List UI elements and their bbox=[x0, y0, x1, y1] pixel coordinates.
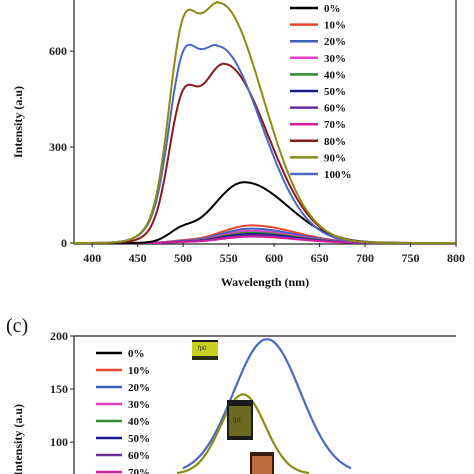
curve-100pct bbox=[182, 338, 352, 470]
legend-label: 90% bbox=[324, 152, 346, 164]
vial-label-1: fp0 bbox=[198, 346, 207, 352]
x-tick-label: 800 bbox=[447, 251, 465, 265]
top-plot-frame bbox=[73, 0, 457, 245]
series-line-80pct bbox=[74, 62, 456, 244]
top-y-ticks: 0 300 600 bbox=[49, 44, 74, 250]
top-legend: 0% 10% 20% 30% 40% 50% 60% 70% 80% 90% 100% bbox=[290, 3, 352, 181]
x-tick-label: 450 bbox=[129, 251, 147, 265]
x-tick-label: 400 bbox=[83, 251, 101, 265]
legend-label: 40% bbox=[324, 69, 346, 81]
top-spectrum-chart: 400 450 500 550 600 650 700 750 800 0 300 600 Wave… bbox=[11, 0, 465, 289]
x-tick-label: 600 bbox=[265, 251, 283, 265]
legend-label: 0% bbox=[324, 3, 341, 15]
top-x-axis-label: Wavelength (nm) bbox=[221, 275, 309, 289]
legend-label: 70% bbox=[324, 119, 346, 131]
y-tick-label: 0 bbox=[61, 236, 67, 250]
legend-label: 60% bbox=[128, 450, 150, 462]
curve-90pct bbox=[176, 393, 310, 474]
bottom-y-ticks: 100 150 200 bbox=[50, 329, 74, 449]
legend-label: 60% bbox=[324, 103, 346, 115]
legend-label: 30% bbox=[324, 53, 346, 65]
vial-photo-1: fp0 bbox=[192, 340, 218, 360]
legend-label: 50% bbox=[128, 433, 150, 445]
vial-photo-2: fp1 bbox=[227, 400, 253, 440]
legend-label: 30% bbox=[128, 399, 150, 411]
legend-label: 10% bbox=[128, 365, 150, 377]
x-tick-label: 750 bbox=[402, 251, 420, 265]
legend-label: 0% bbox=[128, 348, 145, 360]
bottom-y-axis-label: Intensity (a.u) bbox=[11, 404, 25, 474]
x-tick-label: 500 bbox=[174, 251, 192, 265]
legend-label: 100% bbox=[324, 169, 352, 181]
legend-label: 50% bbox=[324, 86, 346, 98]
top-x-ticks: 400 450 500 550 600 650 700 750 800 bbox=[83, 243, 465, 265]
legend-label: 40% bbox=[128, 416, 150, 428]
bottom-legend: 0% 10% 20% 30% 40% 50% 60% 70% bbox=[96, 348, 150, 474]
vial-label-2: fp1 bbox=[233, 418, 242, 424]
y-tick-label: 200 bbox=[50, 329, 68, 343]
top-y-axis-label: Intensity (a.u) bbox=[11, 86, 25, 158]
panel-label-c: (c) bbox=[6, 315, 28, 337]
x-tick-label: 550 bbox=[220, 251, 238, 265]
series-line-100pct bbox=[74, 43, 456, 244]
legend-label: 80% bbox=[324, 136, 346, 148]
series-line-90pct bbox=[74, 1, 456, 244]
y-tick-label: 300 bbox=[49, 140, 67, 154]
bottom-series-lines bbox=[176, 338, 352, 474]
bottom-spectrum-chart: (c) 100 150 200 Intensity (a.u) fp0 fp1 0%… bbox=[6, 315, 456, 474]
legend-label: 20% bbox=[128, 382, 150, 394]
x-tick-label: 650 bbox=[311, 251, 329, 265]
vial-photo-3 bbox=[250, 452, 274, 474]
y-tick-label: 600 bbox=[49, 44, 67, 58]
y-tick-label: 100 bbox=[50, 435, 68, 449]
legend-label: 70% bbox=[128, 467, 150, 474]
y-tick-label: 150 bbox=[50, 382, 68, 396]
legend-label: 10% bbox=[324, 20, 346, 32]
top-series-lines bbox=[74, 1, 456, 244]
legend-label: 20% bbox=[324, 36, 346, 48]
x-tick-label: 700 bbox=[356, 251, 374, 265]
